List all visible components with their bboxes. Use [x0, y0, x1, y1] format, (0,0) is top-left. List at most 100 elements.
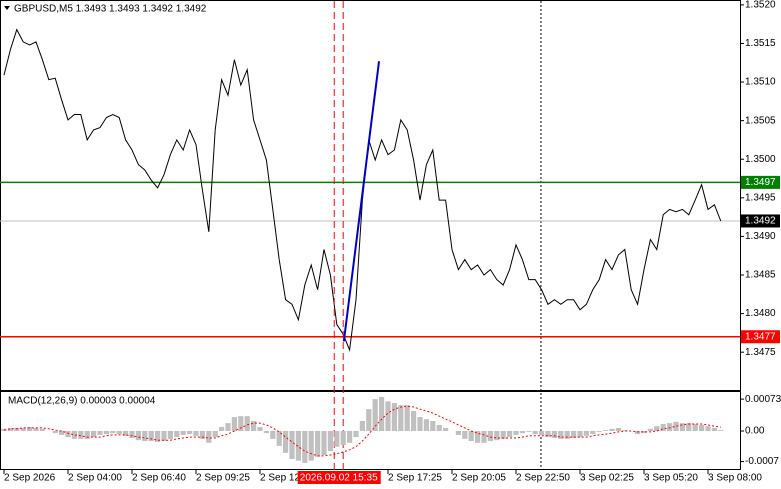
- macd-bar: [705, 426, 711, 431]
- trend-line: [342, 61, 381, 342]
- macd-bar: [167, 431, 173, 439]
- macd-bar: [398, 405, 404, 431]
- time-marker-box: [297, 471, 381, 484]
- macd-bar: [257, 427, 263, 431]
- macd-bar: [686, 423, 692, 431]
- macd-bar: [487, 431, 493, 442]
- macd-bar: [679, 423, 685, 431]
- macd-bar: [33, 427, 39, 431]
- price-panel: [0, 0, 741, 391]
- level-label-box: [741, 175, 780, 189]
- macd-bar: [91, 431, 97, 438]
- macd-bar: [78, 431, 84, 439]
- level-label-box: [741, 330, 780, 344]
- macd-bar: [308, 431, 314, 461]
- macd-bar: [539, 431, 545, 435]
- macd-bar: [699, 424, 705, 431]
- macd-bar: [513, 431, 519, 435]
- x-tick-label: 2 Sep 09:25: [196, 473, 250, 484]
- macd-bar: [161, 431, 167, 442]
- macd-bar: [647, 428, 653, 431]
- x-tick-label: 2 Sep 2026: [4, 473, 56, 484]
- macd-bar: [142, 431, 148, 442]
- y-tick-label: -0.0007: [745, 456, 779, 467]
- macd-bar: [564, 431, 570, 439]
- macd-bar: [321, 431, 327, 456]
- macd-bar: [14, 427, 20, 431]
- macd-bar: [411, 410, 417, 431]
- macd-bar: [238, 416, 244, 431]
- macd-bar: [244, 416, 250, 431]
- macd-bar: [263, 431, 269, 434]
- macd-bar: [692, 424, 698, 431]
- macd-bar: [71, 431, 77, 439]
- macd-bar: [660, 424, 666, 431]
- macd-bar: [295, 431, 301, 461]
- macd-bar: [276, 431, 282, 446]
- macd-bar: [372, 399, 378, 431]
- macd-bar: [507, 431, 513, 438]
- x-tick-label: 2 Sep 12: [260, 473, 300, 484]
- macd-bar: [603, 430, 609, 431]
- macd-bar: [7, 427, 13, 431]
- level-label-box: [741, 214, 780, 228]
- macd-bar: [193, 431, 199, 436]
- macd-bar: [315, 431, 321, 457]
- y-tick-label: 1.3480: [745, 308, 776, 319]
- macd-bar: [52, 431, 58, 434]
- macd-bar: [519, 431, 525, 434]
- macd-bar: [635, 431, 641, 435]
- x-tick-label: 2 Sep 20:05: [452, 473, 506, 484]
- macd-bar: [494, 431, 500, 441]
- macd-bar: [551, 431, 557, 438]
- macd-bar: [532, 431, 538, 435]
- y-tick-label: 1.3510: [745, 77, 776, 88]
- macd-bar: [417, 417, 423, 431]
- macd-bar: [340, 431, 346, 445]
- macd-bar: [443, 427, 449, 431]
- y-tick-label: 1.3475: [745, 347, 776, 358]
- macd-bar: [251, 420, 257, 431]
- macd-bar: [155, 431, 161, 442]
- macd-bar: [212, 431, 218, 438]
- macd-bar: [270, 431, 276, 439]
- macd-bar: [347, 431, 353, 443]
- macd-bar: [423, 419, 429, 431]
- macd-bar: [475, 431, 481, 443]
- macd-bar: [103, 431, 109, 435]
- y-tick-label: 1.3490: [745, 231, 776, 242]
- macd-bar: [430, 420, 436, 431]
- macd-bar: [231, 417, 237, 431]
- y-tick-label: 1.3520: [745, 0, 776, 10]
- macd-bar: [129, 431, 135, 438]
- macd-bar: [718, 430, 724, 431]
- macd-bar: [180, 431, 186, 435]
- macd-bar: [135, 431, 141, 441]
- macd-bar: [590, 431, 596, 435]
- macd-bar: [558, 431, 564, 439]
- macd-bar: [123, 431, 129, 436]
- macd-bar: [462, 431, 468, 439]
- x-tick-label: 2 Sep 22:50: [516, 473, 570, 484]
- macd-bar: [116, 431, 122, 435]
- x-tick-label: 3 Sep 05:20: [644, 473, 698, 484]
- time-marker-label: 2026.09.02 15:35: [300, 473, 378, 484]
- macd-bar: [622, 430, 628, 431]
- macd-bar: [59, 431, 65, 435]
- macd-bar: [110, 431, 116, 434]
- macd-bar: [97, 431, 103, 435]
- macd-bar: [455, 431, 461, 435]
- macd-bar: [711, 427, 717, 431]
- macd-title: MACD(12,26,9) 0.00003 0.00004: [8, 396, 156, 407]
- level-label: 1.3492: [745, 216, 776, 227]
- macd-bar: [481, 431, 487, 443]
- macd-bar: [174, 431, 180, 438]
- x-tick-label: 2 Sep 04:00: [68, 473, 122, 484]
- macd-bar: [20, 427, 26, 431]
- macd-bar: [391, 403, 397, 431]
- macd-bar: [673, 421, 679, 431]
- macd-bar: [526, 431, 532, 432]
- macd-bar: [148, 431, 154, 442]
- macd-bar: [654, 426, 660, 431]
- macd-bar: [27, 427, 33, 431]
